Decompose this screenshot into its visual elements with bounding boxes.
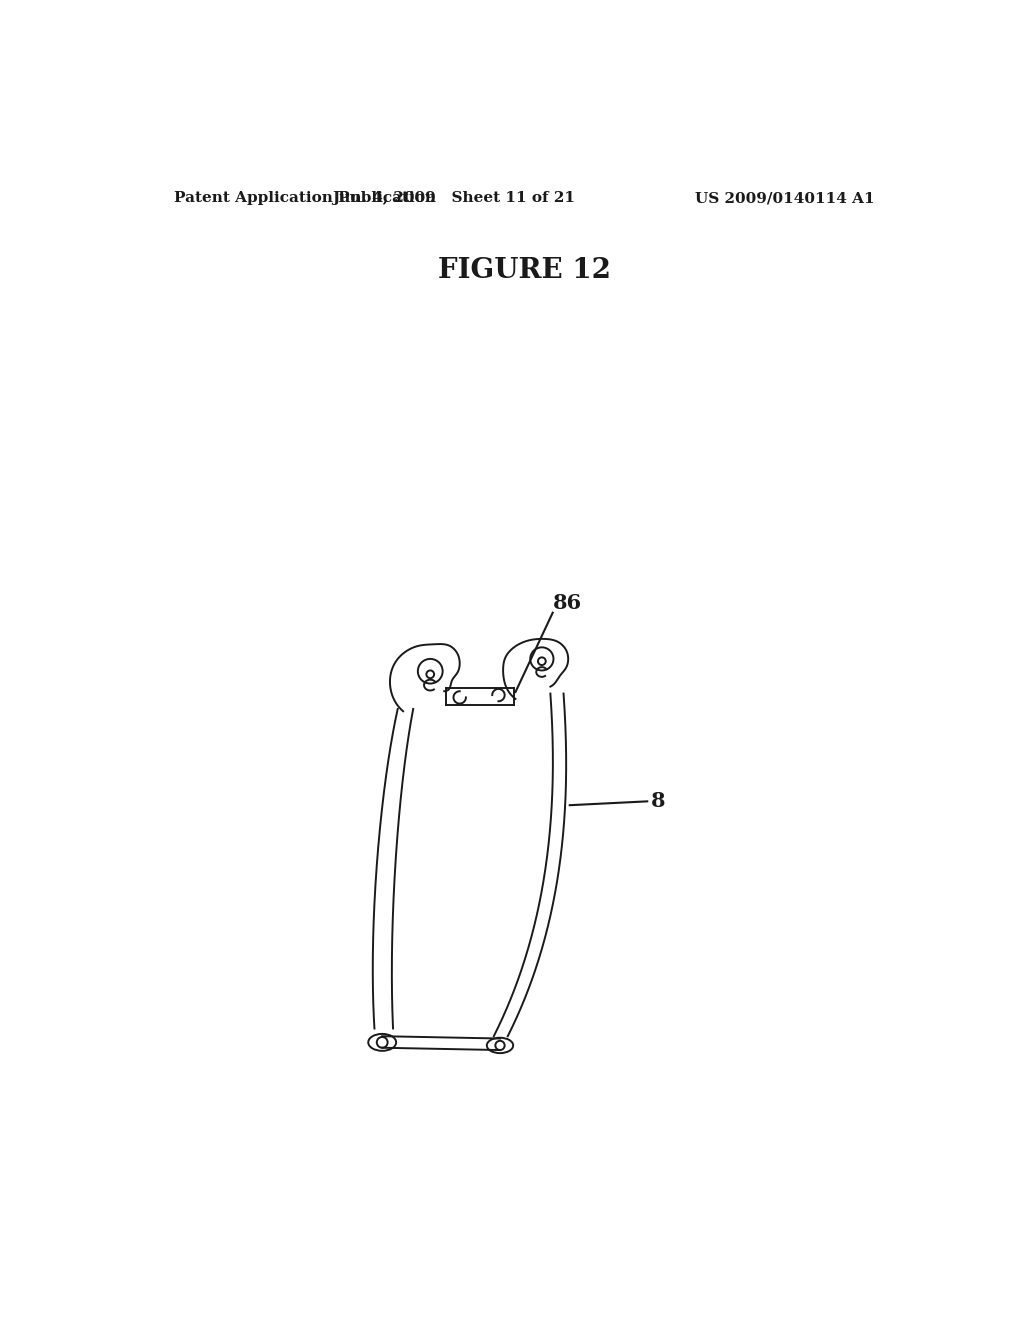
Text: US 2009/0140114 A1: US 2009/0140114 A1 bbox=[695, 191, 876, 206]
Text: 8: 8 bbox=[651, 792, 666, 812]
Text: FIGURE 12: FIGURE 12 bbox=[438, 256, 611, 284]
Text: Jun. 4, 2009   Sheet 11 of 21: Jun. 4, 2009 Sheet 11 of 21 bbox=[332, 191, 575, 206]
Text: Patent Application Publication: Patent Application Publication bbox=[174, 191, 436, 206]
Text: 86: 86 bbox=[553, 594, 582, 614]
